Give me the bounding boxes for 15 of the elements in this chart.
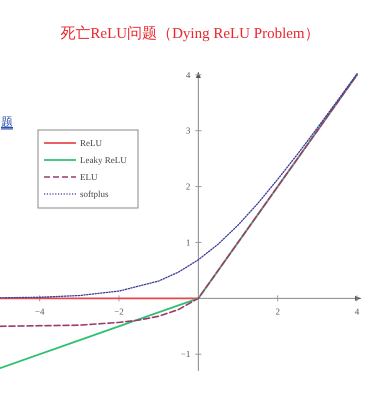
- x-tick-label: −2: [114, 306, 124, 316]
- x-tick-label: 4: [354, 306, 360, 316]
- x-tick-label: −4: [34, 306, 45, 316]
- y-tick-label: 2: [186, 182, 190, 192]
- y-tick-label: 4: [186, 70, 191, 80]
- y-tick-label: 3: [186, 126, 191, 136]
- legend-label: ReLU: [80, 138, 102, 148]
- title: 死亡ReLU问题（Dying ReLU Problem）: [60, 26, 320, 42]
- legend-label: Leaky ReLU: [80, 155, 128, 165]
- x-tick-label: 2: [275, 306, 280, 316]
- y-tick-label: −1: [180, 349, 190, 360]
- y-tick-label: 1: [186, 237, 190, 248]
- annotation: 题: [1, 115, 13, 129]
- legend-label: softplus: [80, 189, 109, 199]
- legend-label: ELU: [80, 172, 98, 182]
